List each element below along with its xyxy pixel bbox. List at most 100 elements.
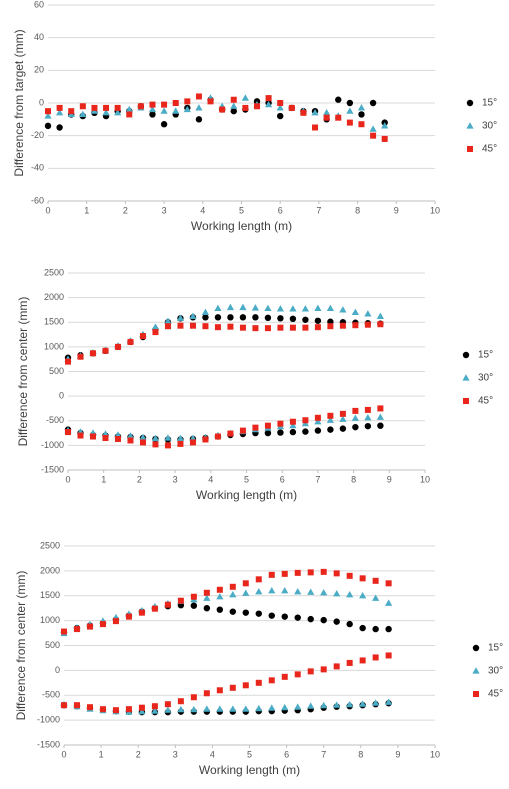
- x-tick-label: 7: [321, 749, 326, 759]
- marker: [177, 440, 184, 447]
- marker: [294, 703, 302, 710]
- marker: [239, 427, 246, 434]
- legend-label: 30°: [478, 373, 493, 384]
- marker: [61, 628, 67, 635]
- marker: [323, 109, 331, 116]
- marker: [216, 586, 223, 593]
- marker: [242, 705, 250, 712]
- marker: [264, 325, 271, 332]
- marker: [73, 702, 80, 709]
- marker: [195, 93, 202, 100]
- marker: [326, 304, 334, 312]
- marker: [138, 609, 145, 616]
- marker: [351, 308, 359, 315]
- marker: [138, 704, 145, 711]
- marker: [265, 95, 272, 102]
- marker: [230, 102, 238, 109]
- marker: [138, 707, 146, 715]
- marker: [339, 425, 347, 432]
- marker: [327, 323, 334, 330]
- marker: [364, 321, 371, 328]
- marker: [346, 119, 353, 126]
- marker: [294, 587, 302, 595]
- x-tick-label: 10: [430, 749, 440, 759]
- marker: [239, 314, 247, 321]
- marker: [203, 690, 210, 697]
- marker: [335, 114, 342, 121]
- marker: [251, 304, 260, 311]
- x-tick-label: 1: [99, 749, 104, 759]
- legend-marker: [473, 691, 479, 697]
- marker: [346, 659, 353, 666]
- marker: [301, 305, 310, 312]
- marker: [364, 413, 372, 421]
- marker: [289, 418, 296, 425]
- y-tick-label: 20: [34, 65, 44, 75]
- marker: [352, 322, 359, 329]
- marker: [195, 116, 203, 123]
- marker: [277, 315, 284, 322]
- marker: [252, 424, 259, 431]
- marker: [359, 575, 366, 582]
- y-tick-label: 1500: [40, 590, 60, 600]
- x-tick-label: 3: [173, 749, 178, 759]
- marker: [281, 673, 288, 680]
- x-tick-label: 6: [284, 749, 289, 759]
- y-tick-label: 2500: [40, 540, 60, 550]
- marker: [126, 111, 133, 118]
- y-tick-label: -1000: [37, 715, 60, 725]
- marker: [242, 104, 249, 111]
- y-tick-label: 1500: [44, 317, 64, 327]
- marker: [189, 322, 196, 329]
- marker: [376, 413, 384, 420]
- y-tick-label: 1000: [44, 341, 64, 351]
- marker: [137, 103, 144, 110]
- legend-marker: [462, 374, 470, 381]
- marker: [264, 422, 271, 429]
- marker: [239, 303, 247, 311]
- marker: [89, 350, 96, 357]
- x-tick-label: 9: [395, 749, 400, 759]
- marker: [176, 434, 185, 442]
- legend-label: 15°: [482, 98, 497, 109]
- legend-label: 45°: [478, 396, 493, 407]
- marker: [239, 324, 246, 331]
- marker: [314, 304, 322, 312]
- legend-marker: [467, 146, 473, 152]
- marker: [214, 314, 222, 321]
- marker: [89, 433, 96, 440]
- marker: [139, 439, 146, 446]
- marker: [161, 101, 168, 108]
- marker: [79, 110, 87, 118]
- marker: [164, 317, 172, 324]
- marker: [203, 589, 210, 596]
- x-tick-label: 5: [247, 749, 252, 759]
- marker: [289, 324, 296, 331]
- y-tick-label: 1000: [40, 615, 60, 625]
- marker: [201, 308, 210, 315]
- marker: [289, 421, 297, 429]
- marker: [358, 121, 365, 128]
- marker: [114, 343, 121, 350]
- marker: [312, 124, 319, 131]
- marker: [326, 416, 334, 423]
- marker: [184, 98, 191, 105]
- x-axis-label: Working length (m): [196, 488, 297, 502]
- marker: [242, 682, 249, 689]
- marker: [302, 316, 309, 323]
- marker: [320, 701, 328, 709]
- marker: [226, 303, 235, 311]
- marker: [56, 109, 64, 116]
- marker: [288, 104, 295, 111]
- marker: [359, 657, 366, 664]
- marker: [320, 666, 327, 673]
- marker: [216, 687, 223, 694]
- y-tick-label: 2000: [44, 292, 64, 302]
- marker: [307, 668, 314, 675]
- marker: [164, 601, 171, 608]
- marker: [102, 347, 109, 354]
- legend-label: 45°: [482, 144, 497, 155]
- marker: [339, 322, 346, 329]
- marker: [164, 701, 171, 708]
- marker: [241, 94, 249, 101]
